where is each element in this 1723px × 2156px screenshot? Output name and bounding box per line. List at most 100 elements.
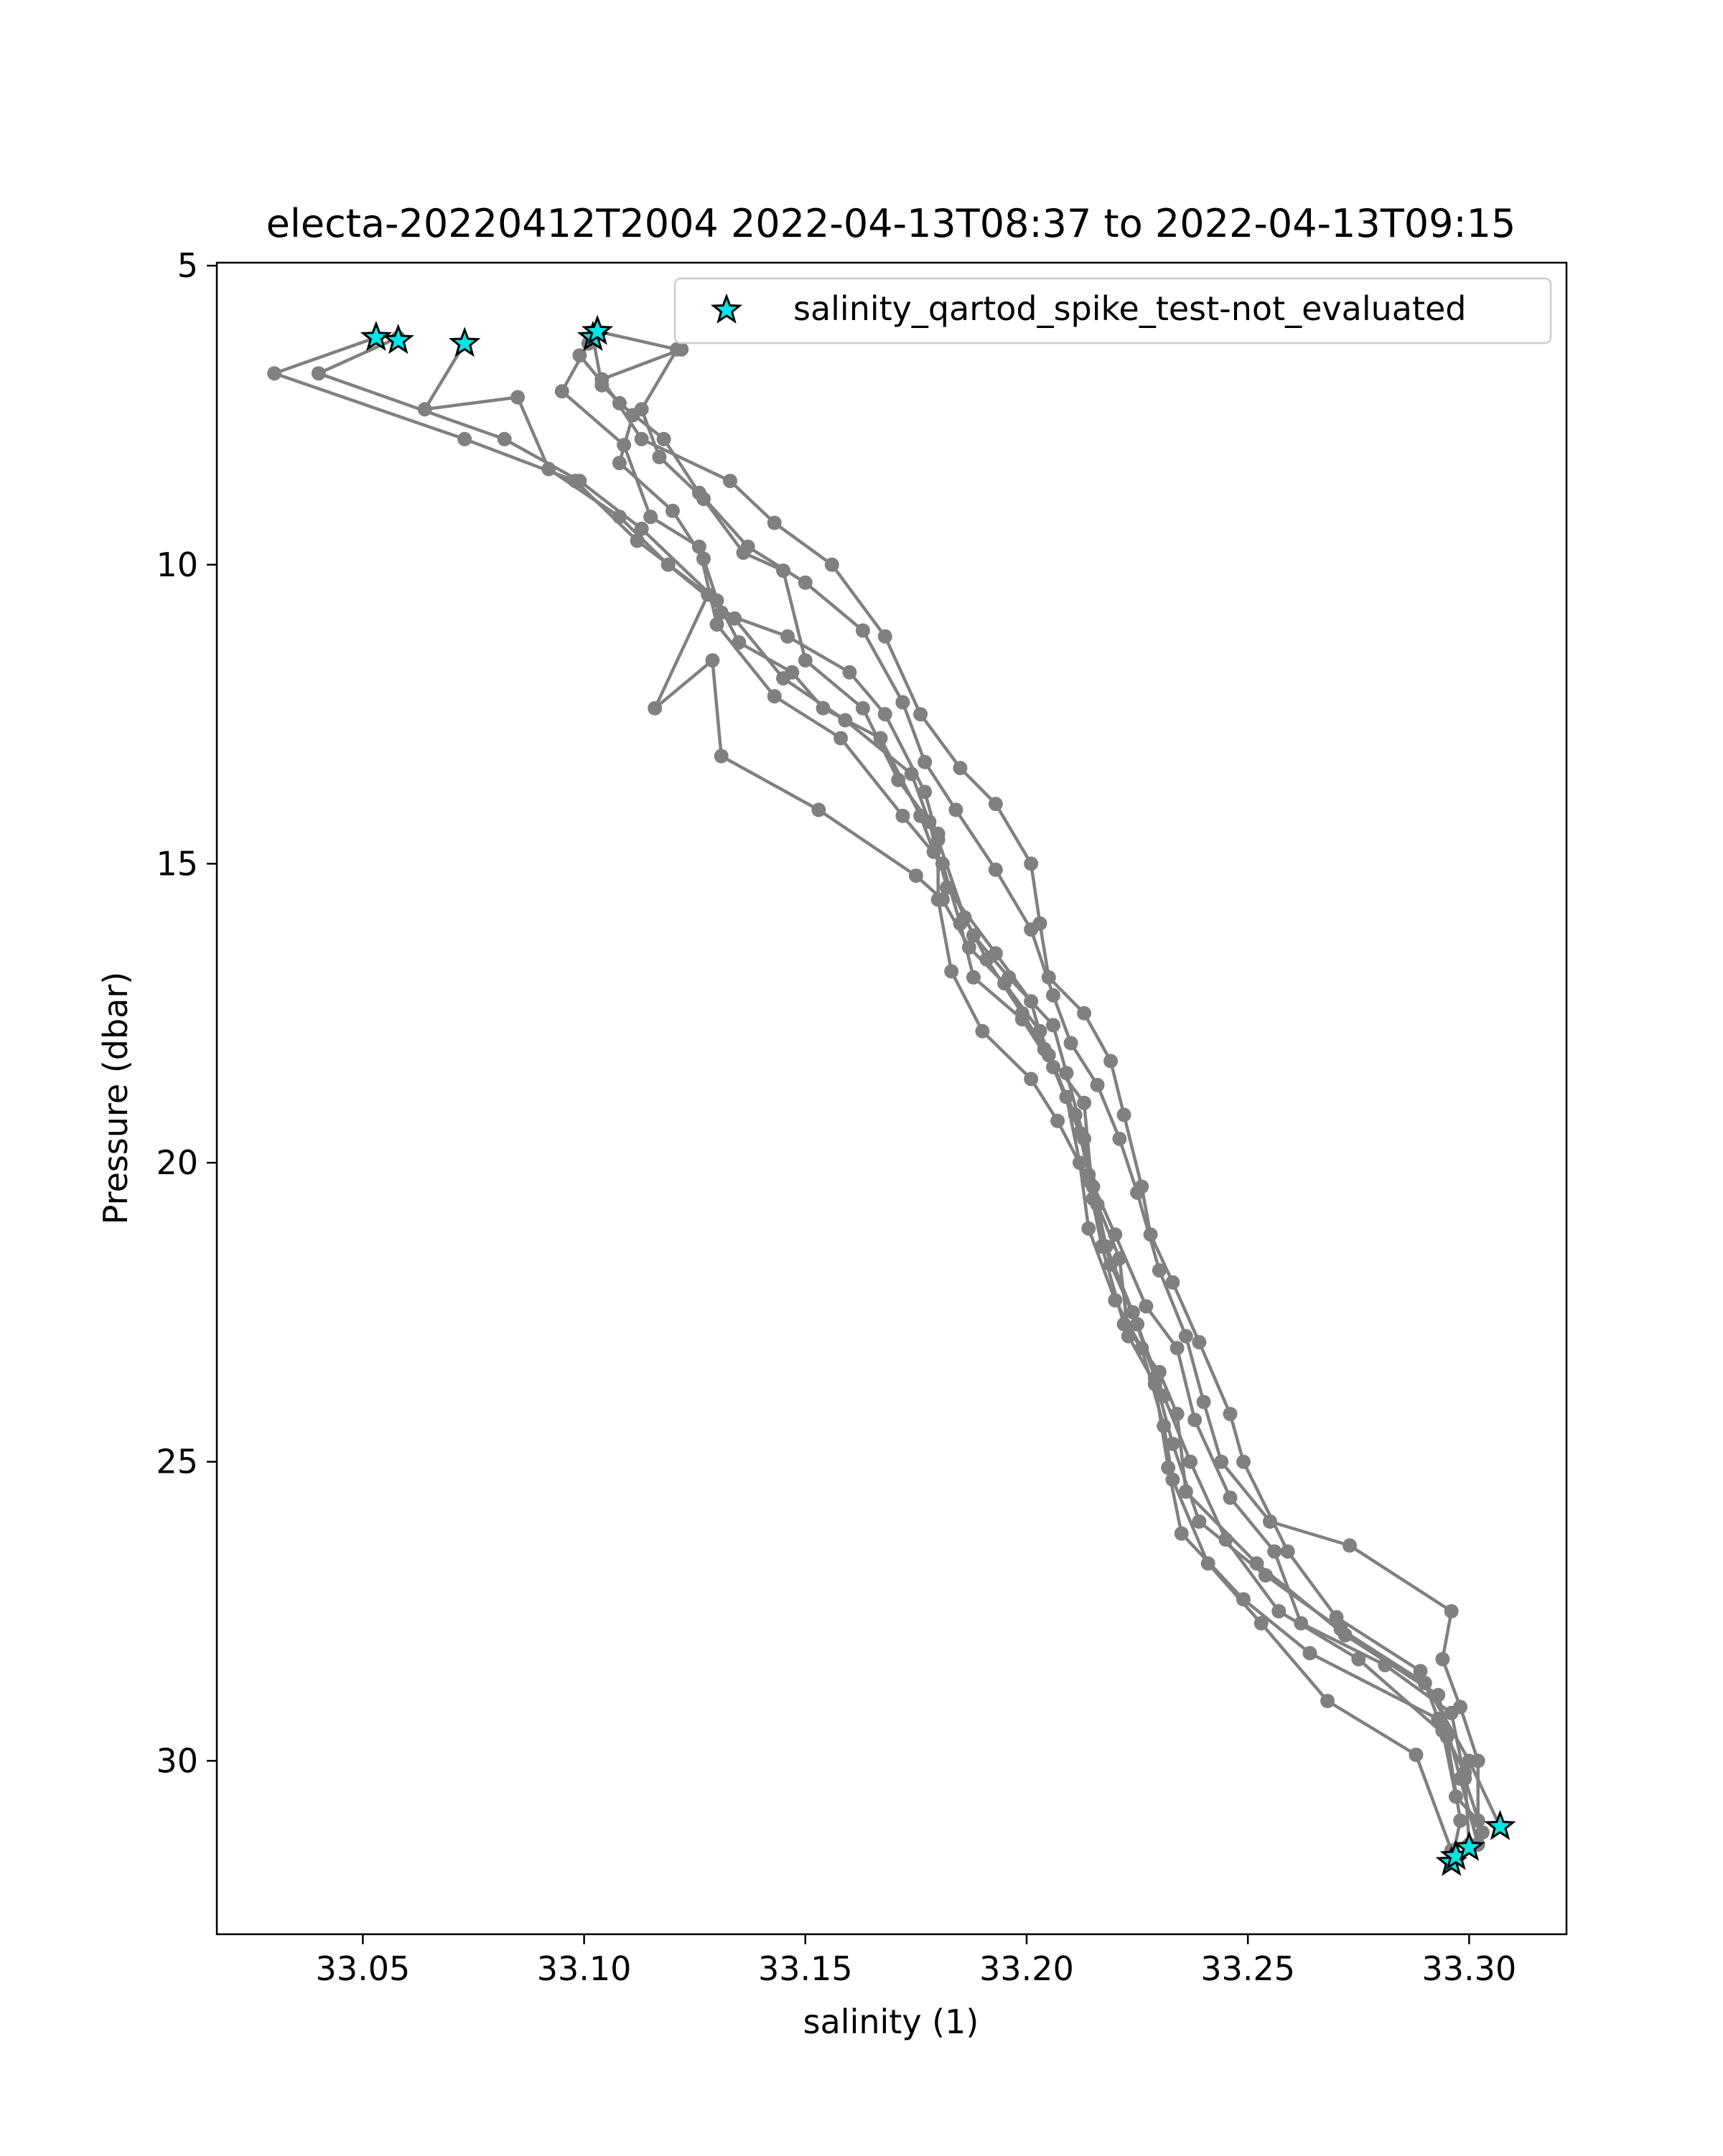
data-point: [767, 689, 782, 704]
x-tick-label: 33.15: [758, 1949, 853, 1988]
data-point: [594, 372, 610, 387]
chart-title: electa-20220412T2004 2022-04-13T08:37 to…: [266, 201, 1516, 246]
data-point: [1183, 1454, 1198, 1469]
data-point: [842, 665, 857, 680]
data-point: [1223, 1407, 1238, 1422]
data-point: [891, 772, 906, 787]
data-point: [709, 617, 724, 632]
data-point: [572, 474, 587, 489]
series-line-8: [600, 347, 1480, 1822]
data-point: [935, 856, 950, 871]
data-point: [1108, 1227, 1123, 1242]
data-point: [1139, 1299, 1154, 1314]
data-point: [895, 808, 910, 823]
data-point: [988, 797, 1003, 812]
data-point: [311, 366, 326, 381]
data-point: [975, 1023, 990, 1039]
data-point: [1192, 1335, 1207, 1350]
data-point: [1457, 1771, 1472, 1786]
data-point: [1050, 1113, 1065, 1128]
data-point: [908, 868, 923, 884]
data-point: [1435, 1723, 1450, 1738]
y-tick-label: 5: [177, 246, 198, 285]
data-point: [1152, 1364, 1167, 1379]
data-point: [1409, 1748, 1424, 1762]
data-point: [1116, 1107, 1131, 1122]
data-point: [966, 970, 981, 985]
data-point: [1435, 1651, 1450, 1667]
x-axis-label: salinity (1): [803, 2002, 979, 2041]
data-point: [705, 653, 720, 668]
data-point: [780, 629, 795, 644]
x-tick-label: 33.05: [316, 1949, 411, 1988]
legend-label: salinity_qartod_spike_test-not_evaluated: [793, 289, 1466, 328]
data-point: [979, 952, 994, 967]
data-point: [1218, 1532, 1233, 1547]
series-line-4: [591, 337, 1462, 1863]
flagged-point-star: [1453, 1830, 1485, 1861]
data-point: [612, 456, 627, 471]
data-point: [1112, 1131, 1127, 1146]
data-point: [1475, 1825, 1490, 1840]
data-point: [634, 402, 649, 417]
data-point: [1103, 1054, 1119, 1069]
data-point: [1143, 1227, 1158, 1242]
data-point: [1063, 1036, 1078, 1051]
data-point: [1280, 1544, 1295, 1559]
data-point: [917, 784, 933, 800]
legend-box: [673, 277, 1552, 345]
flagged-point-star: [1484, 1809, 1516, 1840]
data-point: [457, 431, 472, 446]
data-point: [1169, 1407, 1185, 1422]
data-point: [656, 431, 671, 446]
data-point: [1214, 1454, 1229, 1469]
flagged-point-star: [360, 320, 393, 351]
x-tick-label: 33.20: [979, 1949, 1074, 1988]
flagged-point-star: [382, 324, 414, 355]
y-tick-label: 15: [156, 844, 198, 883]
y-tick-label: 10: [156, 545, 198, 584]
data-point: [634, 521, 649, 536]
data-point: [660, 557, 676, 572]
y-axis: 5 10 15 20 25 30: [156, 246, 217, 1780]
y-tick-label: 25: [156, 1443, 198, 1481]
y-axis-label: Pressure (dbar): [96, 972, 135, 1224]
data-point: [1090, 1077, 1105, 1092]
data-point: [811, 802, 826, 817]
data-point: [1094, 1239, 1109, 1254]
data-point: [1329, 1610, 1344, 1625]
data-point: [1152, 1263, 1167, 1278]
data-point: [1165, 1436, 1180, 1451]
data-point: [1267, 1544, 1282, 1559]
data-point: [1032, 916, 1047, 931]
data-point: [1271, 1604, 1287, 1618]
data-point: [1024, 1072, 1039, 1087]
data-point: [944, 964, 959, 979]
data-point: [1294, 1616, 1309, 1631]
data-point: [648, 700, 663, 716]
data-point: [1448, 1789, 1463, 1804]
data-point: [776, 671, 790, 686]
data-point: [634, 431, 649, 446]
data-point: [798, 653, 813, 668]
data-point: [1165, 1275, 1180, 1290]
data-point: [953, 916, 968, 931]
series-line-7: [578, 354, 1480, 1821]
data-point: [541, 461, 556, 477]
data-point: [652, 449, 667, 464]
data-point: [691, 485, 706, 500]
data-point: [617, 438, 632, 453]
data-point: [1343, 1538, 1357, 1553]
data-point: [1130, 1317, 1145, 1332]
y-tick-label: 20: [156, 1143, 198, 1182]
data-point: [740, 539, 755, 554]
data-point: [1046, 1059, 1060, 1074]
data-point: [1178, 1484, 1193, 1499]
plot-area-frame: [215, 261, 1568, 1936]
y-tick-label: 30: [156, 1741, 198, 1780]
plot-content: [267, 314, 1516, 1876]
data-point: [1134, 1179, 1149, 1194]
data-point: [714, 749, 729, 764]
data-point: [1470, 1813, 1485, 1828]
data-point: [510, 390, 526, 405]
